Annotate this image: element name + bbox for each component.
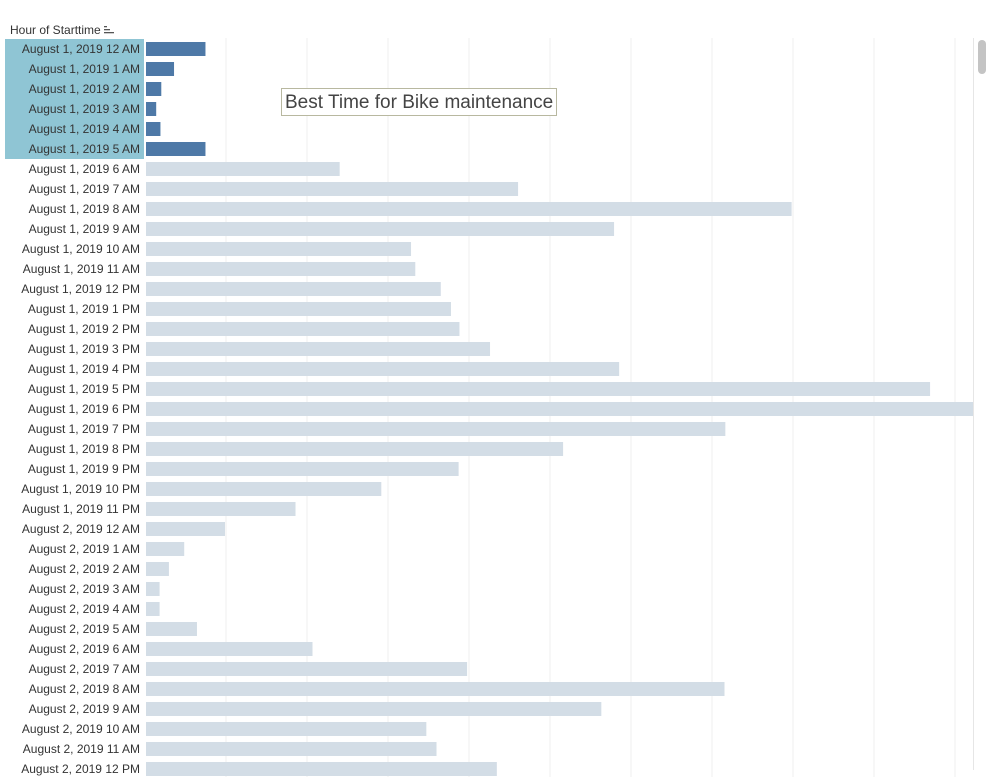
bar[interactable] — [146, 622, 197, 636]
bar[interactable] — [146, 222, 615, 236]
category-label[interactable]: August 2, 2019 6 AM — [29, 642, 140, 656]
bar[interactable] — [146, 582, 160, 596]
category-label[interactable]: August 2, 2019 9 AM — [29, 702, 140, 716]
bar[interactable] — [146, 422, 726, 436]
category-label[interactable]: August 2, 2019 12 PM — [21, 762, 140, 776]
bar-chart: August 1, 2019 12 AM August 1, 2019 1 AM A… — [0, 38, 974, 777]
bar[interactable] — [146, 302, 451, 316]
category-label[interactable]: August 1, 2019 12 PM — [21, 282, 140, 296]
bar[interactable] — [146, 442, 564, 456]
bar[interactable] — [146, 202, 792, 216]
category-label[interactable]: August 1, 2019 2 PM — [28, 322, 140, 336]
category-label[interactable]: August 2, 2019 2 AM — [29, 562, 140, 576]
vertical-scrollbar[interactable] — [975, 38, 989, 770]
category-label[interactable]: August 1, 2019 5 AM — [29, 142, 140, 156]
category-label[interactable]: August 1, 2019 7 PM — [28, 422, 140, 436]
category-label[interactable]: August 1, 2019 7 AM — [29, 182, 140, 196]
scrollbar-thumb[interactable] — [978, 40, 986, 74]
category-label[interactable]: August 1, 2019 10 AM — [22, 242, 140, 256]
category-label[interactable]: August 1, 2019 1 AM — [29, 62, 140, 76]
bar[interactable] — [146, 722, 427, 736]
category-label[interactable]: August 1, 2019 5 PM — [28, 382, 140, 396]
category-label[interactable]: August 1, 2019 2 AM — [29, 82, 140, 96]
bar-highlighted[interactable] — [146, 142, 206, 156]
category-label[interactable]: August 1, 2019 12 AM — [22, 42, 140, 56]
bar[interactable] — [146, 742, 437, 756]
category-label[interactable]: August 2, 2019 7 AM — [29, 662, 140, 676]
category-label[interactable]: August 1, 2019 11 AM — [23, 262, 140, 276]
bar[interactable] — [146, 502, 296, 516]
category-label[interactable]: August 1, 2019 6 AM — [29, 162, 140, 176]
category-label[interactable]: August 1, 2019 8 AM — [29, 202, 140, 216]
bar[interactable] — [146, 382, 931, 396]
category-label[interactable]: August 1, 2019 11 PM — [22, 502, 140, 516]
category-label[interactable]: August 1, 2019 8 PM — [28, 442, 140, 456]
scrollbar-divider — [973, 38, 974, 770]
bar[interactable] — [146, 162, 340, 176]
bar-highlighted[interactable] — [146, 102, 157, 116]
category-label[interactable]: August 2, 2019 8 AM — [29, 682, 140, 696]
bar-highlighted[interactable] — [146, 122, 161, 136]
bar[interactable] — [146, 182, 519, 196]
category-label[interactable]: August 2, 2019 3 AM — [29, 582, 140, 596]
selected-labels-highlight — [5, 39, 144, 159]
category-label[interactable]: August 2, 2019 4 AM — [29, 602, 140, 616]
bar[interactable] — [146, 562, 169, 576]
category-label[interactable]: August 2, 2019 10 AM — [22, 722, 140, 736]
category-label[interactable]: August 1, 2019 1 PM — [28, 302, 140, 316]
sort-descending-icon[interactable] — [103, 25, 115, 35]
bar[interactable] — [146, 402, 974, 416]
category-label[interactable]: August 2, 2019 11 AM — [23, 742, 140, 756]
bar[interactable] — [146, 482, 382, 496]
category-label[interactable]: August 2, 2019 1 AM — [29, 542, 140, 556]
category-label[interactable]: August 2, 2019 12 AM — [22, 522, 140, 536]
column-header[interactable]: Hour of Starttime — [10, 22, 115, 38]
bar[interactable] — [146, 702, 602, 716]
category-label[interactable]: August 1, 2019 9 PM — [28, 462, 140, 476]
bar[interactable] — [146, 462, 459, 476]
category-label[interactable]: August 1, 2019 3 PM — [28, 342, 140, 356]
bar-highlighted[interactable] — [146, 42, 206, 56]
bar-chart-svg: August 1, 2019 12 AM August 1, 2019 1 AM A… — [5, 38, 974, 777]
bar[interactable] — [146, 602, 160, 616]
category-label[interactable]: August 1, 2019 10 PM — [21, 482, 140, 496]
bar[interactable] — [146, 642, 313, 656]
bar[interactable] — [146, 342, 491, 356]
category-label[interactable]: August 1, 2019 9 AM — [29, 222, 140, 236]
category-label[interactable]: August 2, 2019 5 AM — [29, 622, 140, 636]
bar[interactable] — [146, 242, 412, 256]
bar-highlighted[interactable] — [146, 62, 175, 76]
bar[interactable] — [146, 762, 497, 776]
category-label[interactable]: August 1, 2019 6 PM — [28, 402, 140, 416]
category-label[interactable]: August 1, 2019 4 AM — [29, 122, 140, 136]
chart-annotation: Best Time for Bike maintenance — [281, 88, 558, 116]
bar[interactable] — [146, 682, 725, 696]
category-label[interactable]: August 1, 2019 3 AM — [29, 102, 140, 116]
category-label[interactable]: August 1, 2019 4 PM — [28, 362, 140, 376]
bar[interactable] — [146, 262, 416, 276]
bar[interactable] — [146, 362, 620, 376]
bar[interactable] — [146, 662, 468, 676]
bar[interactable] — [146, 322, 460, 336]
bar[interactable] — [146, 282, 441, 296]
bar[interactable] — [146, 542, 185, 556]
bar[interactable] — [146, 522, 226, 536]
column-header-label: Hour of Starttime — [10, 23, 101, 37]
bar-highlighted[interactable] — [146, 82, 162, 96]
